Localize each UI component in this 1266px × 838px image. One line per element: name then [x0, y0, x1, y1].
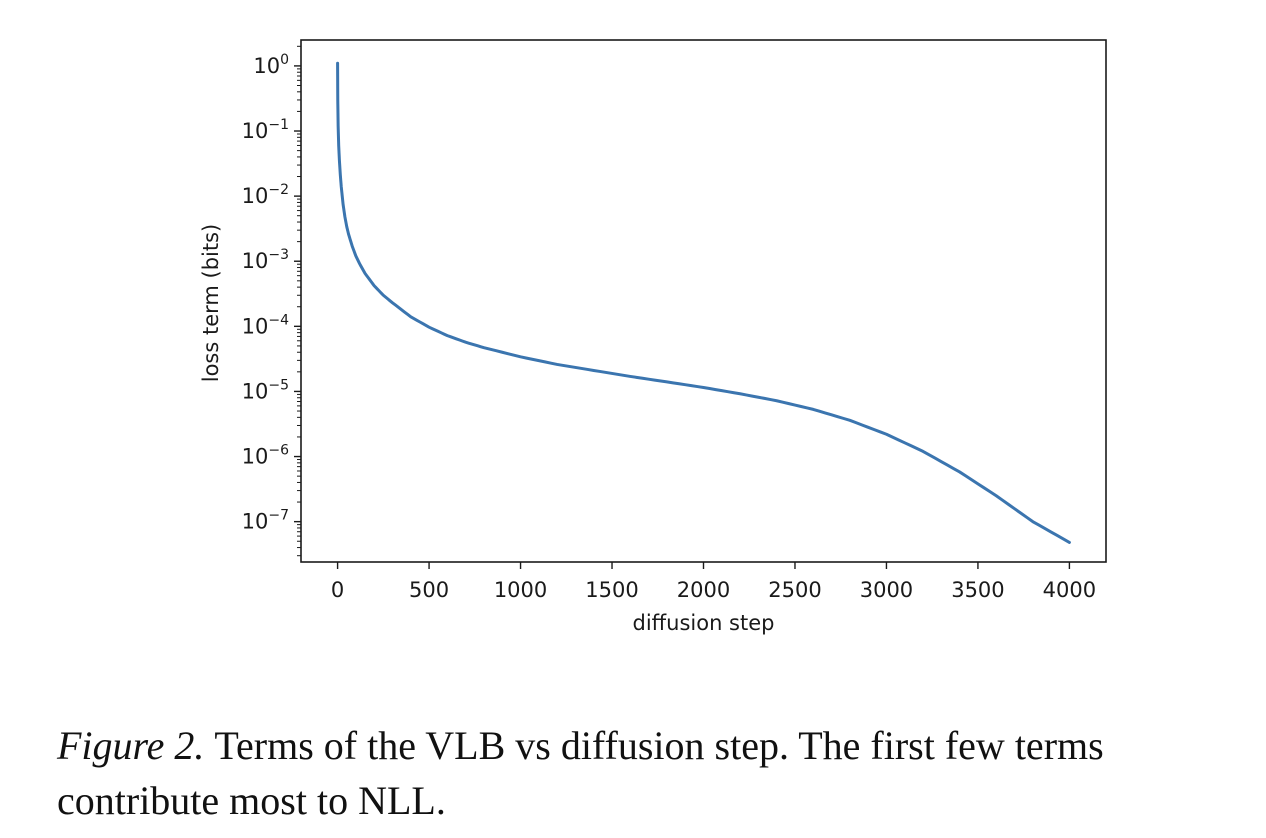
x-tick-label-4: 2000 — [677, 578, 730, 602]
x-tick-label-7: 3500 — [951, 578, 1004, 602]
y-tick-label-0: 100 — [253, 52, 289, 78]
loss-vs-step-chart: 100 10−1 10−2 10−3 10−4 10−5 10−6 10−7 0 500 1000… — [199, 39, 1107, 635]
x-tick-label-2: 1000 — [494, 578, 547, 602]
x-tick-label-3: 1500 — [585, 578, 638, 602]
y-tick-label-1: 10−1 — [242, 117, 289, 143]
x-tick-label-5: 2500 — [768, 578, 821, 602]
y-tick-label-4: 10−4 — [242, 312, 289, 338]
x-tick-label-6: 3000 — [860, 578, 913, 602]
y-tick-label-6: 10−6 — [242, 443, 289, 469]
y-tick-label-2: 10−2 — [242, 182, 289, 208]
series-line — [336, 61, 1071, 544]
caption-label: Figure 2. — [57, 723, 205, 768]
x-tick-label-1: 500 — [409, 578, 449, 602]
x-tick-label-0: 0 — [331, 578, 344, 602]
caption-text: Terms of the VLB vs diffusion step. The … — [57, 723, 1104, 823]
plot-frame — [300, 39, 1107, 563]
y-tick-label-7: 10−7 — [242, 508, 289, 534]
x-axis-ticks: 0 500 1000 1500 2000 2500 3000 3500 4000 — [331, 562, 1096, 602]
figure-caption: Figure 2. Terms of the VLB vs diffusion s… — [57, 718, 1257, 828]
y-tick-label-5: 10−5 — [242, 377, 289, 403]
x-tick-label-8: 4000 — [1043, 578, 1096, 602]
y-axis-ticks: 100 10−1 10−2 10−3 10−4 10−5 10−6 10−7 — [242, 45, 301, 557]
x-axis-title: diffusion step — [633, 611, 775, 635]
y-axis-title: loss term (bits) — [199, 224, 223, 383]
y-tick-label-3: 10−3 — [242, 247, 289, 273]
